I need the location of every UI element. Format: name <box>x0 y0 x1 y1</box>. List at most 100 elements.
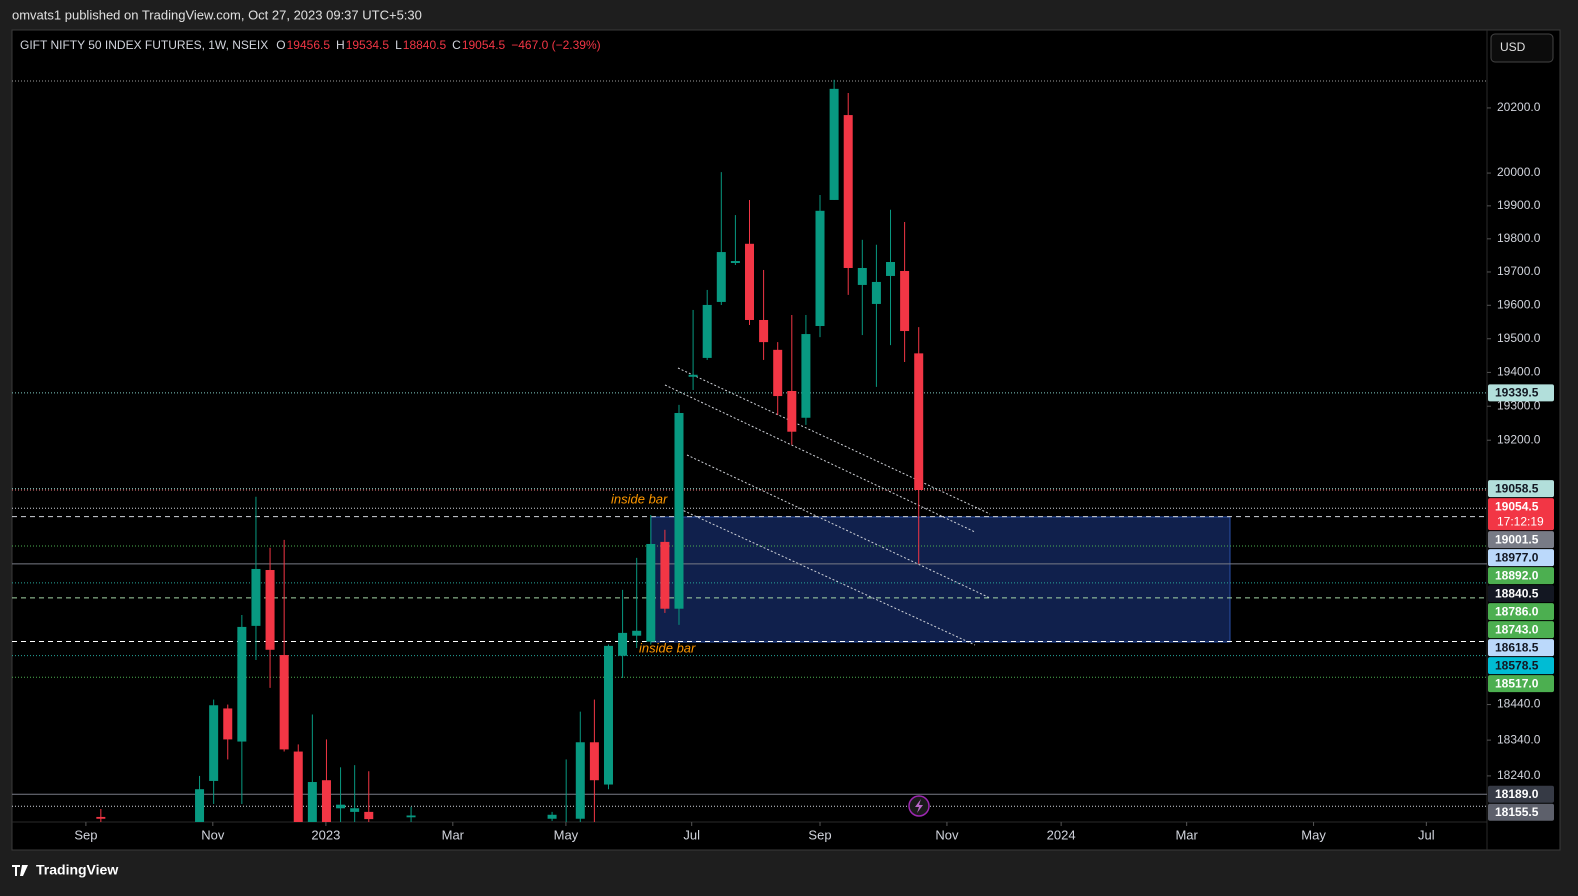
candle-body <box>660 541 670 609</box>
price-label-box <box>1488 621 1554 639</box>
price-label: 18578.5 <box>1495 658 1539 672</box>
ohlc-key: O <box>276 38 285 52</box>
trend-line <box>677 367 991 515</box>
candle-body <box>702 304 712 358</box>
y-tick-label: 19600.0 <box>1497 297 1541 311</box>
candle-body <box>773 349 783 397</box>
candle-body <box>914 353 924 491</box>
countdown: 17:12:19 <box>1497 514 1544 528</box>
y-tick-label: 18340.0 <box>1497 732 1541 746</box>
published-by: omvats1 published on TradingView.com, Oc… <box>12 7 422 22</box>
axes: 20200.0 20000.0 19900.0 19800.0 19700.0 19600… <box>74 100 1540 842</box>
price-label-box <box>1488 639 1554 657</box>
candle-body <box>237 626 247 742</box>
ohlc-value: 18840.5 <box>403 38 447 52</box>
x-tick-label: Mar <box>1175 827 1198 842</box>
y-tick-label: 19900.0 <box>1497 198 1541 212</box>
candle-body <box>618 632 628 656</box>
brand-name: TradingView <box>36 862 118 878</box>
candle-body <box>745 243 754 320</box>
drawings <box>12 80 1487 646</box>
annotation: inside bar <box>639 640 696 655</box>
price-label-box <box>1488 531 1554 549</box>
price-label: 18840.5 <box>1495 586 1539 600</box>
price-label-box <box>1488 603 1554 621</box>
candle-body <box>843 115 853 268</box>
legend: GIFT NIFTY 50 INDEX FUTURES, 1W, NSEIX O 1… <box>20 38 601 52</box>
price-label-box <box>1488 567 1554 585</box>
candle-body <box>321 780 331 822</box>
price-label: 18517.0 <box>1495 676 1539 690</box>
x-tick-label: May <box>1301 827 1326 842</box>
y-tick-label: 19300.0 <box>1497 398 1541 412</box>
price-label: 18189.0 <box>1495 787 1539 801</box>
price-labels: 19339.5 19058.5 19054.517:12:19 19001.5 1897… <box>1488 384 1554 821</box>
price-label: 18155.5 <box>1495 805 1539 819</box>
price-label: 18786.0 <box>1495 604 1539 618</box>
price-label-box <box>1488 785 1554 803</box>
candle-body <box>406 815 416 818</box>
brand-logo <box>12 865 28 876</box>
candle-body <box>96 816 106 819</box>
candle-body <box>364 811 374 820</box>
candle-body <box>815 210 825 327</box>
candle-body <box>900 270 910 332</box>
price-label: 19001.5 <box>1495 532 1539 546</box>
y-tick-label: 18240.0 <box>1497 768 1541 782</box>
x-tick-label: Sep <box>808 827 831 842</box>
candle-body <box>632 630 642 636</box>
x-tick-label: Nov <box>201 827 225 842</box>
y-tick-label: 19500.0 <box>1497 331 1541 345</box>
candle-body <box>829 88 839 200</box>
price-label-box <box>1488 803 1554 821</box>
y-tick-label: 19400.0 <box>1497 365 1541 379</box>
candle-body <box>209 705 219 781</box>
candle-body <box>759 319 769 343</box>
ohlc-value: 19534.5 <box>346 38 390 52</box>
candle-body <box>886 262 896 276</box>
currency-button[interactable] <box>1490 33 1554 63</box>
annotation: inside bar <box>611 491 668 506</box>
candle-body <box>674 413 684 609</box>
candle-body <box>195 789 205 822</box>
zone-rectangle <box>650 516 1231 643</box>
candle-body <box>293 751 303 822</box>
symbol: GIFT NIFTY 50 INDEX FUTURES, 1W, NSEIX <box>20 38 268 52</box>
price-label: 18618.5 <box>1495 640 1539 654</box>
candle-body <box>688 374 698 377</box>
x-tick-label: May <box>554 827 579 842</box>
ohlc-key: H <box>336 38 345 52</box>
price-label: 18743.0 <box>1495 622 1539 636</box>
candles <box>96 79 924 822</box>
candle-body <box>265 570 275 650</box>
candle-body <box>350 808 360 812</box>
x-tick-label: 2024 <box>1047 827 1076 842</box>
candle-body <box>801 334 811 418</box>
y-tick-label: 19700.0 <box>1497 264 1541 278</box>
x-tick-label: Mar <box>442 827 465 842</box>
currency-label[interactable]: USD <box>1500 40 1526 54</box>
ohlc-key: C <box>452 38 461 52</box>
x-tick-label: Jul <box>683 827 700 842</box>
price-label: 19054.5 <box>1495 499 1539 513</box>
y-tick-label: 19800.0 <box>1497 231 1541 245</box>
price-label-box <box>1488 585 1554 603</box>
candle-body <box>336 804 346 809</box>
x-tick-label: Jul <box>1418 827 1435 842</box>
x-tick-label: Nov <box>935 827 959 842</box>
y-tick-label: 20200.0 <box>1497 100 1541 114</box>
x-tick-label: 2023 <box>311 827 340 842</box>
candle-body <box>575 742 585 819</box>
candle-body <box>730 261 740 264</box>
x-tick-label: Sep <box>74 827 97 842</box>
candle-body <box>646 543 656 642</box>
price-label-box <box>1488 675 1554 693</box>
price-label: 18977.0 <box>1495 550 1539 564</box>
ohlc-value: 19054.5 <box>462 38 506 52</box>
candle-body <box>547 814 557 819</box>
lightning-icon <box>915 799 923 813</box>
candle-body <box>857 267 867 285</box>
chart-pane <box>11 29 1561 851</box>
